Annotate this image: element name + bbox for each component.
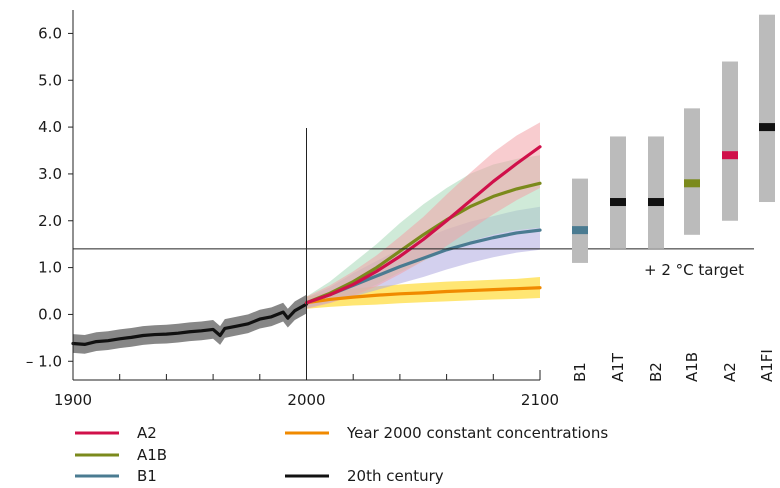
x-tick-label: 1900: [54, 391, 92, 409]
legend-label-20th-century: 20th century: [347, 467, 444, 485]
band-a2: [306, 122, 540, 309]
best-estimate-a1fi: [759, 123, 775, 132]
best-estimate-a1b: [684, 179, 700, 188]
y-tick-label: – 1.0: [26, 352, 62, 370]
x-tick-label: 2100: [521, 391, 559, 409]
range-label-a1b: A1B: [683, 352, 701, 382]
legend-label-b1: B1: [137, 467, 157, 485]
scenario-range-bars: B1 A1T B2 A1B A2 A1FI: [571, 14, 776, 382]
y-tick-label: 3.0: [38, 165, 62, 183]
best-estimate-b1: [572, 226, 588, 235]
y-tick-label: 2.0: [38, 212, 62, 230]
legend-label-a2: A2: [137, 424, 157, 442]
y-tick-label: 0.0: [38, 305, 62, 323]
y-tick-label: 5.0: [38, 71, 62, 89]
best-estimate-a2: [722, 151, 738, 160]
best-estimate-a1t: [610, 198, 626, 207]
range-bar-a1t: [610, 136, 626, 249]
x-tick-label: 2000: [287, 391, 325, 409]
range-label-a2: A2: [721, 362, 739, 382]
legend-label-year-2000-constant-concentrations: Year 2000 constant concentrations: [346, 424, 608, 442]
range-bar-a2: [722, 61, 738, 221]
band-20th-century: [73, 294, 307, 354]
range-bar-b1: [572, 178, 588, 263]
best-estimate-b2: [648, 198, 664, 207]
range-label-b2: B2: [647, 362, 665, 382]
range-label-a1t: A1T: [609, 352, 627, 382]
range-label-b1: B1: [571, 362, 589, 382]
range-bar-a1fi: [759, 14, 775, 203]
series-line-a2: [304, 145, 542, 305]
axes: – 1.0 0.0 1.0 2.0 3.0 4.0 5.0 6.0 1900 2000 2100 + …: [26, 10, 754, 409]
legend: A2 A1B B1 Year 2000 constant concentrations…: [75, 424, 608, 485]
range-label-a1fi: A1FI: [758, 349, 776, 382]
series-lines: [71, 145, 542, 347]
target-label: + 2 °C target: [644, 261, 744, 279]
y-tick-label: 1.0: [38, 259, 62, 277]
series-line-a1b: [304, 181, 542, 305]
series-line-year-2000-constant-concentrations: [304, 286, 542, 305]
range-bar-a1b: [684, 108, 700, 235]
y-tick-label: 4.0: [38, 118, 62, 136]
range-bar-b2: [648, 136, 664, 249]
series-line-20th-century: [71, 302, 309, 347]
y-tick-label: 6.0: [38, 24, 62, 42]
legend-label-a1b: A1B: [137, 446, 167, 464]
